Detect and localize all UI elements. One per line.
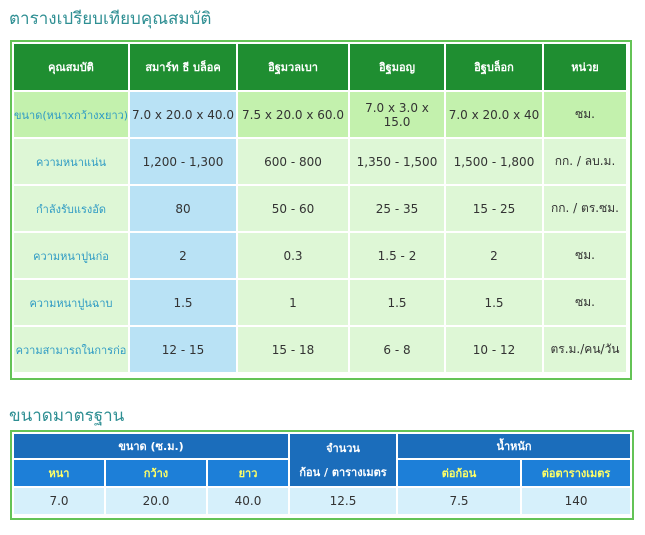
value-count: 12.5 [290,488,399,516]
table-row: กำลังรับแรงอัด 80 50 - 60 25 - 35 15 - 2… [14,186,628,233]
cell-value: 1,200 - 1,300 [130,139,238,186]
header-lightweight-brick: อิฐมวลเบา [238,44,350,92]
row-label: ความหนาปูนฉาบ [14,280,130,327]
count-header: จำนวน ก้อน / ตารางเมตร [290,434,399,488]
cell-value: 1.5 [350,280,446,327]
table-row: ความหนาปูนฉาบ 1.5 1 1.5 1.5 ซม. [14,280,628,327]
cell-unit: ซม. [544,92,628,139]
weight-header: น้ำหนัก [398,434,633,460]
standard-size-table: ขนาด (ซ.ม.) จำนวน ก้อน / ตารางเมตร น้ำหน… [14,434,633,516]
count-header-line2: ก้อน / ตารางเมตร [299,466,387,479]
row-label: ขนาด(หนาxกว้างxยาว) [14,92,130,139]
table-row: ขนาด(หนาxกว้างxยาว) 7.0 x 20.0 x 40.0 7.… [14,92,628,139]
cell-value: 2 [130,233,238,280]
comparison-title: ตารางเปรียบเทียบคุณสมบัติ [9,9,212,29]
cell-value: 600 - 800 [238,139,350,186]
cell-value: 1,350 - 1,500 [350,139,446,186]
size-header: ขนาด (ซ.ม.) [14,434,291,460]
standard-subheader-row: หนา กว้าง ยาว ต่อก้อน ต่อตารางเมตร [14,460,633,488]
cell-value: 1.5 [130,280,238,327]
cell-value: 10 - 12 [446,327,544,374]
cell-value: 15 - 25 [446,186,544,233]
cell-value: 2 [446,233,544,280]
row-label: ความหนาแน่น [14,139,130,186]
cell-unit: กก. / ลบ.ม. [544,139,628,186]
cell-value: 1,500 - 1,800 [446,139,544,186]
header-unit: หน่วย [544,44,628,92]
value-per-sqm: 140 [522,488,633,516]
cell-value: 50 - 60 [238,186,350,233]
table-row: ความหนาแน่น 1,200 - 1,300 600 - 800 1,35… [14,139,628,186]
value-thickness: 7.0 [14,488,106,516]
cell-unit: ซม. [544,233,628,280]
cell-value: 7.5 x 20.0 x 60.0 [238,92,350,139]
cell-value: 1 [238,280,350,327]
table-row: 7.0 20.0 40.0 12.5 7.5 140 [14,488,633,516]
subheader-width: กว้าง [106,460,208,488]
cell-value: 25 - 35 [350,186,446,233]
cell-value: 7.0 x 20.0 x 40 [446,92,544,139]
cell-unit: ตร.ม./คน/วัน [544,327,628,374]
header-smart-block: สมาร์ท ธี บล็อค [130,44,238,92]
comparison-header-row: คุณสมบัติ สมาร์ท ธี บล็อค อิฐมวลเบา อิฐม… [14,44,628,92]
cell-value: 15 - 18 [238,327,350,374]
cell-value: 6 - 8 [350,327,446,374]
cell-value: 1.5 - 2 [350,233,446,280]
cell-value: 80 [130,186,238,233]
table-row: ความหนาปูนก่อ 2 0.3 1.5 - 2 2 ซม. [14,233,628,280]
standard-header-row: ขนาด (ซ.ม.) จำนวน ก้อน / ตารางเมตร น้ำหน… [14,434,633,488]
cell-unit: ซม. [544,280,628,327]
row-label: กำลังรับแรงอัด [14,186,130,233]
header-concrete-block: อิฐบล็อก [446,44,544,92]
value-per-block: 7.5 [398,488,523,516]
cell-value: 1.5 [446,280,544,327]
comparison-table: คุณสมบัติ สมาร์ท ธี บล็อค อิฐมวลเบา อิฐม… [14,44,628,374]
cell-value: 12 - 15 [130,327,238,374]
subheader-length: ยาว [208,460,291,488]
table-row: ความสามารถในการก่อ 12 - 15 15 - 18 6 - 8… [14,327,628,374]
standard-size-title: ขนาดมาตรฐาน [9,406,125,426]
cell-unit: กก. / ตร.ซม. [544,186,628,233]
row-label: ความสามารถในการก่อ [14,327,130,374]
cell-value: 0.3 [238,233,350,280]
cell-value: 7.0 x 20.0 x 40.0 [130,92,238,139]
subheader-thickness: หนา [14,460,106,488]
value-width: 20.0 [106,488,208,516]
count-header-line1: จำนวน [326,442,360,455]
header-property: คุณสมบัติ [14,44,130,92]
row-label: ความหนาปูนก่อ [14,233,130,280]
header-clay-brick: อิฐมอญ [350,44,446,92]
subheader-per-sqm: ต่อตารางเมตร [522,460,633,488]
cell-value: 7.0 x 3.0 x 15.0 [350,92,446,139]
value-length: 40.0 [208,488,291,516]
subheader-per-block: ต่อก้อน [398,460,523,488]
